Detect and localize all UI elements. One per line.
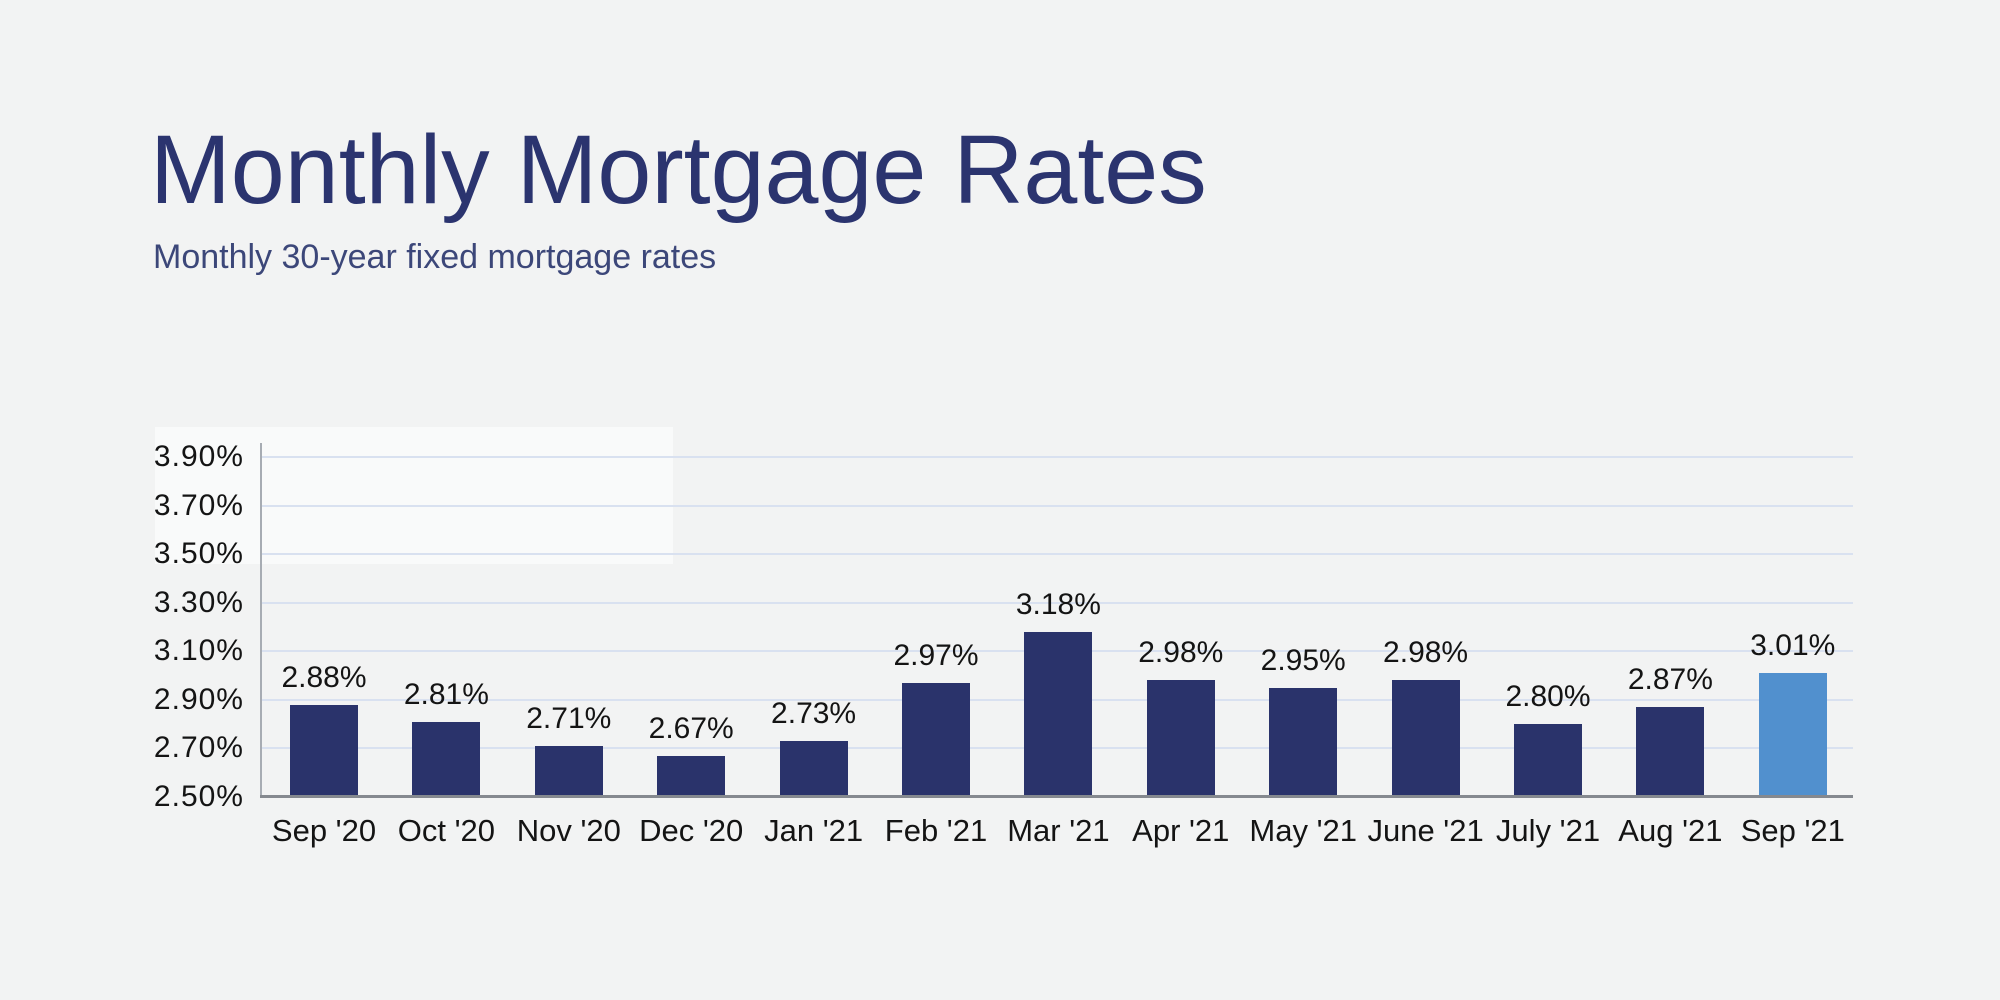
y-gridline [260, 553, 1853, 556]
bar-value-label: 2.98% [1383, 636, 1469, 670]
x-axis-label: Jan '21 [764, 813, 864, 848]
bar [1024, 631, 1093, 797]
page-subtitle: Monthly 30-year fixed mortgage rates [153, 238, 717, 276]
y-gridline [260, 504, 1853, 507]
bar [1514, 724, 1582, 797]
bar [1146, 680, 1215, 797]
bar-value-label: 2.98% [1138, 636, 1224, 670]
bar [902, 682, 970, 797]
x-axis-label: Sep '20 [271, 813, 377, 848]
x-axis-line [260, 795, 1853, 798]
y-axis-label: 3.50% [153, 537, 244, 571]
bar-value-label: 2.73% [771, 697, 857, 731]
y-gridline [260, 601, 1853, 604]
light-overlay-panel [155, 427, 673, 564]
x-axis-label: Oct '20 [397, 813, 496, 848]
x-axis-label: Aug '21 [1618, 813, 1723, 848]
bar-value-label: 2.80% [1505, 680, 1591, 714]
bar [657, 755, 726, 797]
x-axis-label: July '21 [1495, 813, 1601, 848]
y-axis-label: 3.30% [153, 585, 244, 619]
y-axis-label: 3.70% [153, 488, 244, 522]
x-axis-label: Nov '20 [516, 813, 621, 848]
y-gridline [260, 455, 1853, 458]
page-title: Monthly Mortgage Rates [150, 115, 1207, 224]
bar [779, 741, 848, 797]
bar [534, 745, 603, 797]
x-axis-label: Sep '21 [1740, 813, 1845, 848]
bar-value-label: 2.81% [403, 677, 489, 711]
bar-value-label: 3.01% [1750, 629, 1836, 663]
x-axis-label: Feb '21 [884, 813, 988, 848]
y-axis-label: 2.50% [153, 780, 244, 813]
bar [290, 704, 358, 797]
bar [1269, 687, 1338, 797]
x-axis-label: Apr '21 [1132, 813, 1230, 848]
bar-value-label: 3.18% [1015, 587, 1101, 621]
y-axis-label: 3.90% [153, 439, 244, 473]
bar-value-label: 2.71% [526, 701, 612, 735]
bar [1636, 707, 1705, 797]
bar-value-label: 2.67% [648, 711, 734, 745]
y-axis-line [260, 443, 262, 797]
bar-value-label: 2.95% [1260, 643, 1346, 677]
x-axis-label: Dec '20 [639, 813, 744, 848]
x-axis-label: June '21 [1367, 813, 1484, 848]
bar-value-label: 2.87% [1627, 663, 1713, 697]
bar-value-label: 2.97% [893, 638, 979, 672]
bar [412, 721, 481, 797]
y-axis-label: 3.10% [153, 634, 244, 668]
y-axis-label: 2.70% [153, 731, 244, 765]
y-axis-label: 2.90% [153, 682, 244, 716]
bar [1391, 680, 1460, 797]
x-axis-label: May '21 [1249, 813, 1357, 848]
bar [1758, 673, 1827, 797]
bar-value-label: 2.88% [281, 660, 367, 694]
x-axis-label: Mar '21 [1007, 813, 1110, 848]
